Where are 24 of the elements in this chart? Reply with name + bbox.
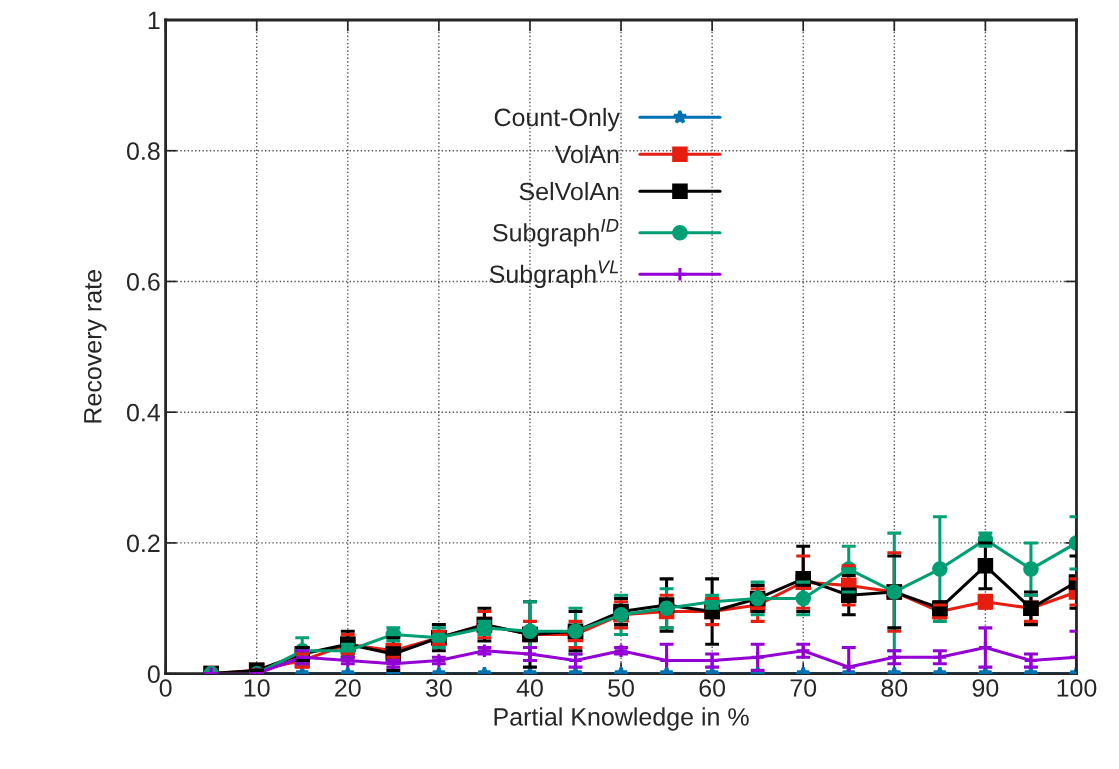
y-tick-label: 0 xyxy=(147,665,160,683)
x-tick-label: 100 xyxy=(1057,679,1097,697)
y-tick-label: 0.4 xyxy=(126,403,161,422)
x-axis-title: Partial Knowledge in % xyxy=(494,707,749,731)
x-tick-label: 40 xyxy=(516,679,543,697)
legend-label: Count-Only xyxy=(494,107,620,132)
legend-label: Subgraph$^{VL}$ xyxy=(489,260,619,289)
y-tick-label: 0.8 xyxy=(126,142,160,161)
legend-label: Subgraph$^{ID}$ xyxy=(493,219,619,247)
x-tick-label: 70 xyxy=(790,679,817,697)
legend-label: SelVolAn xyxy=(519,181,619,201)
x-tick-label: 20 xyxy=(335,679,361,697)
y-axis-title: Recovery rate xyxy=(84,270,107,423)
legend-label: VolAn xyxy=(554,144,619,164)
y-tick-label: 0.6 xyxy=(126,273,160,291)
x-tick-label: 90 xyxy=(972,679,999,697)
x-tick-label: 50 xyxy=(608,679,634,697)
x-tick-label: 80 xyxy=(881,679,908,697)
x-tick-label: 10 xyxy=(244,679,270,697)
x-tick-label: 0 xyxy=(159,679,172,697)
y-tick-label: 1 xyxy=(148,11,160,30)
x-tick-label: 30 xyxy=(425,679,452,697)
y-tick-label: 0.2 xyxy=(126,534,160,553)
x-tick-label: 60 xyxy=(699,679,726,697)
